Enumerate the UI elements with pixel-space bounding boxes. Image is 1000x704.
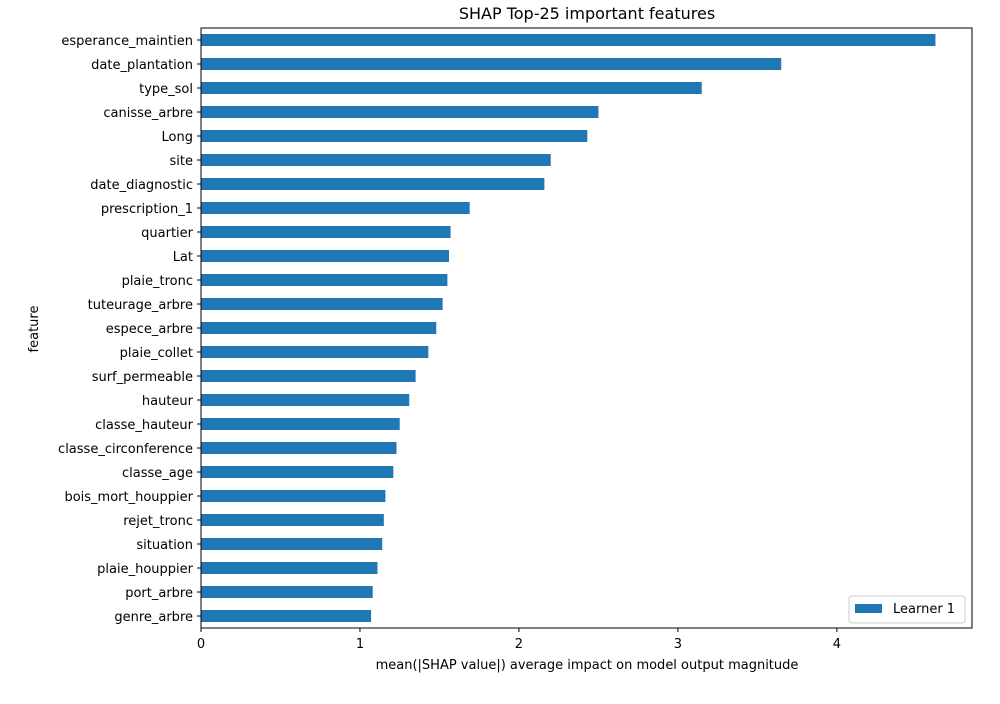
bar-Lat — [201, 250, 449, 262]
y-tick-label: plaie_tronc — [122, 274, 193, 289]
y-tick-label: classe_age — [122, 466, 193, 481]
bar-tuteurage_arbre — [201, 298, 443, 310]
y-tick-label: site — [170, 154, 193, 169]
bar-classe_circonference — [201, 442, 397, 454]
bar-esperance_maintien — [201, 34, 936, 46]
y-tick-label: espece_arbre — [106, 322, 193, 337]
plot-frame — [200, 27, 973, 629]
bar-date_plantation — [201, 58, 782, 70]
x-tick-label: 1 — [356, 637, 364, 652]
y-axis: esperance_maintien date_plantation type_so… — [58, 34, 201, 625]
bar-Long — [201, 130, 588, 142]
y-tick-label: type_sol — [139, 82, 193, 97]
bar-plaie_houppier — [201, 562, 378, 574]
bar-plaie_tronc — [201, 274, 448, 286]
bar-canisse_arbre — [201, 106, 599, 118]
bar-plaie_collet — [201, 346, 429, 358]
bar-site — [201, 154, 551, 166]
y-tick-label: canisse_arbre — [103, 106, 193, 121]
bar-classe_age — [201, 466, 394, 478]
bar-classe_hauteur — [201, 418, 400, 430]
bar-genre_arbre — [201, 610, 372, 622]
bar-surf_permeable — [201, 370, 416, 382]
y-tick-label: quartier — [141, 226, 194, 241]
y-tick-label: situation — [136, 538, 193, 553]
y-axis-label: feature — [27, 306, 42, 353]
y-tick-label: plaie_collet — [120, 346, 193, 361]
chart-title: SHAP Top-25 important features — [459, 4, 715, 23]
x-axis: 0 1 2 3 4 — [197, 628, 841, 652]
bar-espece_arbre — [201, 322, 437, 334]
x-tick-label: 0 — [197, 637, 205, 652]
bar-hauteur — [201, 394, 410, 406]
y-tick-label: surf_permeable — [92, 370, 193, 385]
y-tick-label: classe_hauteur — [95, 418, 194, 433]
y-tick-label: genre_arbre — [114, 610, 193, 625]
bar-rejet_tronc — [201, 514, 384, 526]
y-tick-label: date_diagnostic — [90, 178, 193, 193]
y-tick-label: esperance_maintien — [61, 34, 193, 49]
bar-bois_mort_houppier — [201, 490, 386, 502]
bar-port_arbre — [201, 586, 373, 598]
bar-quartier — [201, 226, 451, 238]
bar-situation — [201, 538, 383, 550]
y-tick-label: date_plantation — [91, 58, 193, 73]
y-tick-label: rejet_tronc — [123, 514, 193, 529]
y-tick-label: plaie_houppier — [97, 562, 193, 577]
bar-type_sol — [201, 82, 702, 94]
y-tick-label: prescription_1 — [101, 202, 193, 217]
legend-label: Learner 1 — [893, 602, 955, 617]
y-tick-label: hauteur — [142, 394, 194, 409]
x-axis-label: mean(|SHAP value|) average impact on mod… — [376, 658, 799, 673]
x-tick-label: 4 — [833, 637, 841, 652]
x-tick-label: 3 — [674, 637, 682, 652]
y-tick-label: Long — [162, 130, 193, 145]
y-tick-label: classe_circonference — [58, 442, 193, 457]
x-tick-label: 2 — [515, 637, 523, 652]
bars-group — [201, 34, 936, 622]
y-tick-label: tuteurage_arbre — [88, 298, 193, 313]
bar-prescription_1 — [201, 202, 470, 214]
legend: Learner 1 — [848, 595, 966, 624]
y-tick-label: Lat — [173, 250, 193, 265]
y-tick-label: port_arbre — [125, 586, 193, 601]
y-tick-label: bois_mort_houppier — [64, 490, 193, 505]
legend-box — [848, 595, 966, 624]
legend-swatch — [855, 604, 882, 613]
bar-date_diagnostic — [201, 178, 545, 190]
